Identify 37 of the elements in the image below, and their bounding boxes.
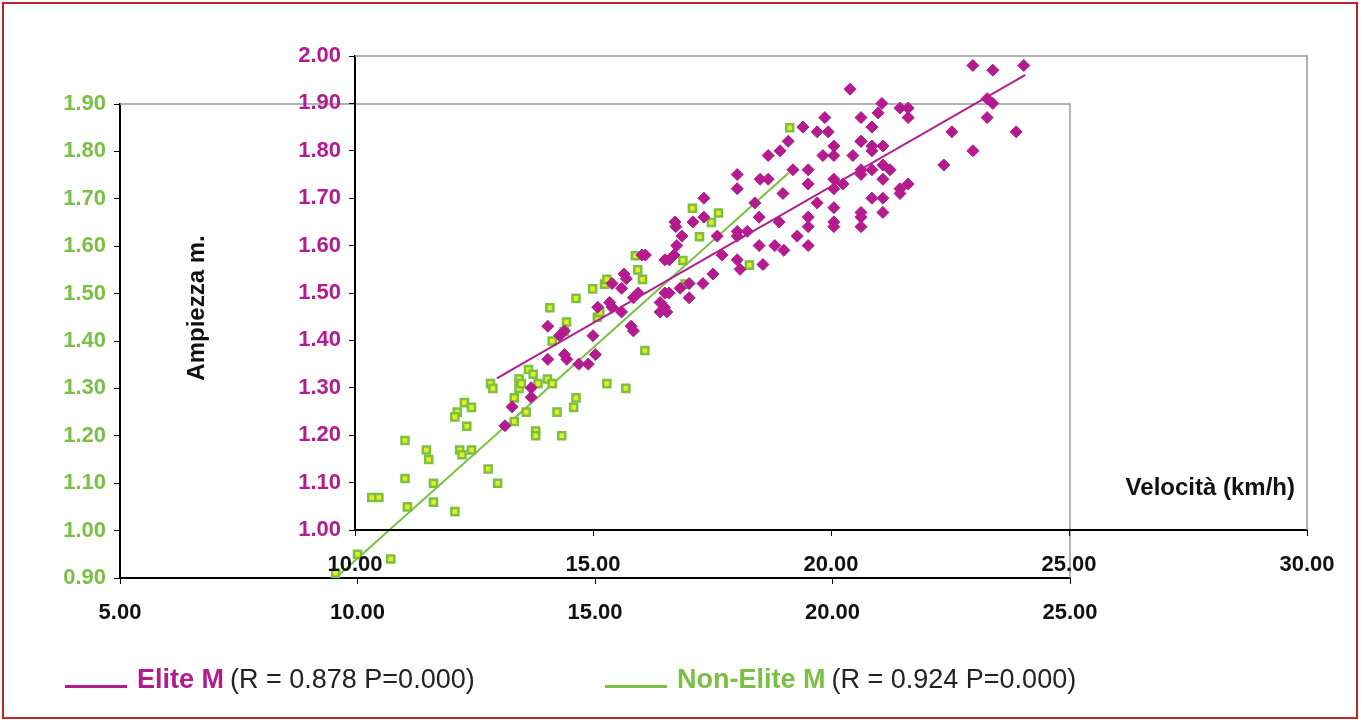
y-tick-label: 1.90 [63, 90, 106, 116]
x-tick-label: 30.00 [1279, 551, 1335, 577]
x-tick-label: 15.00 [567, 599, 623, 625]
x-tick-label: 25.00 [1042, 599, 1098, 625]
y-tick-label: 1.30 [298, 373, 341, 399]
text: Non-Elite M [677, 664, 826, 695]
text: (R = 0.924 P=0.000) [831, 664, 1077, 695]
y-tick-label: 1.20 [63, 421, 106, 447]
y-tick-label: 1.60 [298, 231, 341, 257]
y-tick-label: 1.80 [63, 137, 106, 163]
y-tick-label: 1.00 [63, 516, 106, 542]
x-tick-label: 20.00 [804, 599, 861, 625]
y-tick-label: 1.70 [63, 184, 106, 210]
y-tick-label: 1.50 [63, 279, 106, 305]
text: (R = 0.878 P=0.000) [230, 664, 475, 695]
y-tick-label: 1.90 [298, 89, 341, 115]
y-tick-label: 1.80 [298, 136, 341, 162]
y-tick-label: 1.70 [298, 184, 341, 210]
x-tick-label: 10.00 [329, 599, 386, 625]
y-tick-label: 1.50 [298, 279, 341, 305]
x-tick-label: 20.00 [803, 551, 859, 577]
y-tick-label: 1.40 [298, 326, 341, 352]
x-axis-title: Velocità (km/h) [1125, 472, 1295, 500]
x-tick-label: 15.00 [565, 551, 621, 577]
y-tick-label: 1.00 [298, 516, 341, 542]
y-tick-label: 1.20 [298, 421, 341, 447]
y-tick-label: 0.90 [63, 564, 106, 590]
y-tick-label: 1.30 [63, 374, 106, 400]
y-tick-label: 1.60 [63, 232, 106, 258]
y-tick-label: 1.10 [63, 469, 106, 495]
y-tick-label: 2.00 [298, 42, 341, 68]
y-tick-label: 1.40 [63, 327, 106, 353]
x-tick-label: 25.00 [1041, 551, 1097, 577]
y-axis-title: Ampiezza m. [181, 235, 209, 381]
legend-label: Elite M [137, 664, 225, 695]
x-tick-label: 5.00 [98, 599, 142, 625]
y-tick-label: 1.10 [298, 468, 341, 494]
